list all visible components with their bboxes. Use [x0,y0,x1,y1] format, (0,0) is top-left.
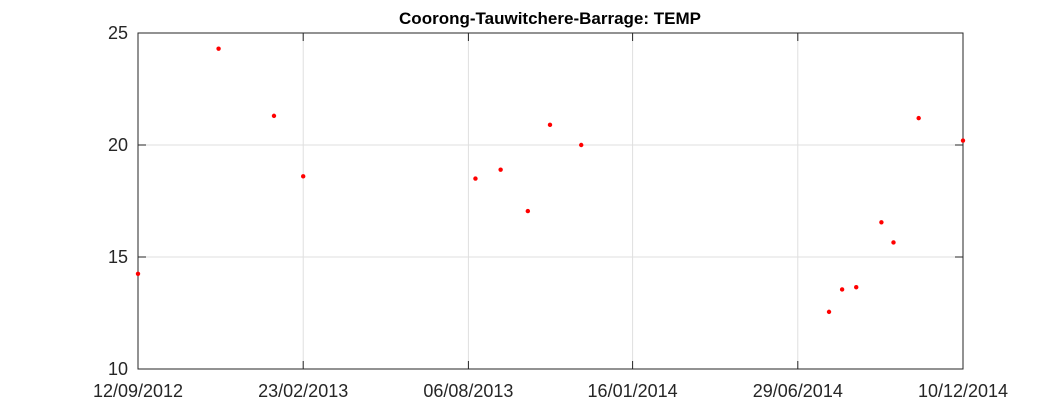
data-point [216,46,221,51]
data-point [135,271,141,276]
y-tick-label: 25 [108,23,128,43]
y-axis-tick-labels: 10 15 20 25 [108,23,128,379]
data-point [891,240,896,245]
axis-ticks [137,32,964,370]
data-point [579,142,584,148]
x-tick-label: 23/02/2013 [258,381,348,401]
x-tick-label: 12/09/2012 [93,381,183,401]
data-point [854,285,859,290]
data-point [960,138,966,143]
data-point [839,287,845,292]
data-point [826,309,832,315]
x-axis-tick-labels: 12/09/2012 23/02/2013 06/08/2013 16/01/2014… [93,381,1008,401]
x-tick-label: 29/06/2014 [753,381,843,401]
x-tick-label: 10/12/2014 [918,381,1008,401]
y-tick-label: 15 [108,247,128,267]
x-tick-label: 16/01/2014 [588,381,678,401]
data-point [301,174,306,179]
data-point [879,220,884,225]
data-point [271,113,277,119]
y-tick-label: 10 [108,359,128,379]
data-point [916,115,921,121]
data-points [135,46,966,315]
x-tick-label: 06/08/2013 [423,381,513,401]
data-point [547,122,553,128]
data-point [498,167,503,172]
y-tick-label: 20 [108,135,128,155]
chart-title: Coorong-Tauwitchere-Barrage: TEMP [399,9,701,28]
plot-area [138,33,963,369]
data-point [473,176,478,181]
plot-frame [137,32,964,370]
data-point [525,208,531,214]
